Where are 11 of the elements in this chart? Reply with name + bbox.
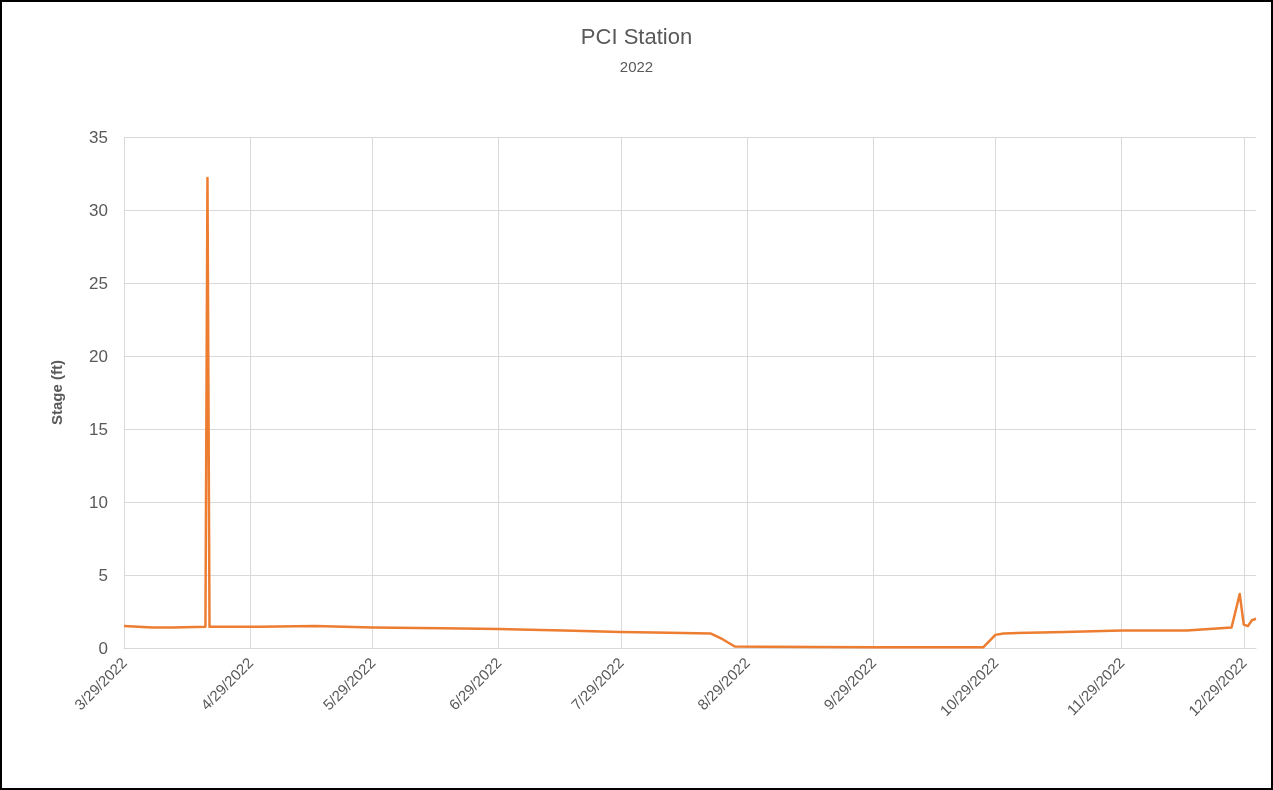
y-tick-label: 20 [89,346,108,366]
y-tick-label: 35 [89,127,108,147]
y-tick-label: 25 [89,273,108,293]
y-tick-label: 5 [98,565,108,585]
y-tick-label: 15 [89,419,108,439]
y-tick-label: 30 [89,200,108,220]
y-tick-label: 0 [98,638,108,658]
chart-title: PCI Station [580,23,693,49]
y-tick-label: 10 [89,492,108,512]
chart-subtitle: 2022 [619,58,654,75]
y-axis-title: Stage (ft) [48,360,65,425]
